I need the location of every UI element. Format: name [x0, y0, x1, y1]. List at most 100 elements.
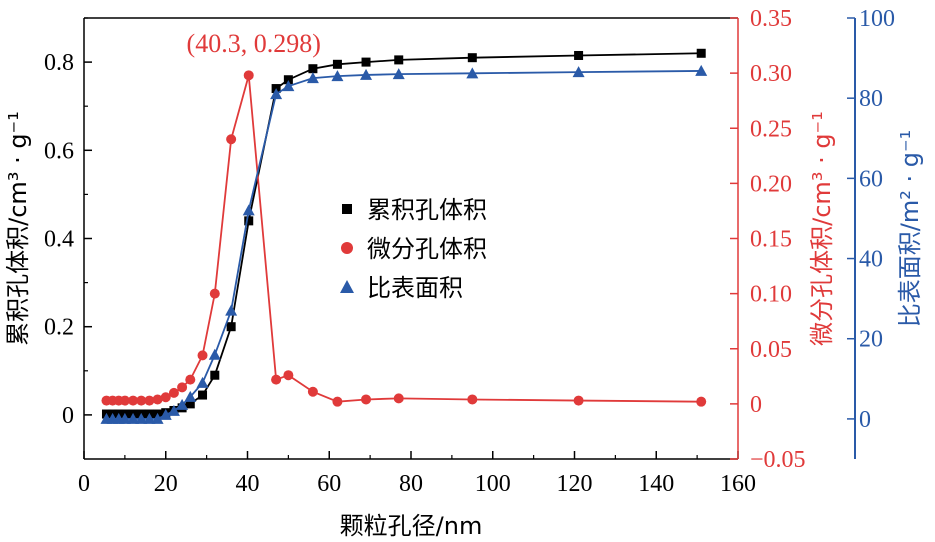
data-point-differential: [332, 396, 343, 407]
data-point-differential: [144, 395, 155, 406]
data-point-differential: [271, 374, 282, 385]
data-point-surface-area: [572, 66, 585, 78]
data-point-differential: [185, 374, 196, 385]
data-point-differential: [168, 387, 179, 398]
data-point-cumulative: [210, 370, 220, 380]
data-point-differential: [119, 395, 130, 406]
data-point-differential: [152, 394, 163, 405]
right-tick-label-surface-area: 60: [859, 166, 883, 192]
data-point-surface-area: [143, 412, 156, 424]
right-axis-differential: −0.05 0 0.05 0.10 0.15 0.20 0.25 0.30 0.35: [730, 6, 806, 473]
legend-marker-surface-area: [340, 280, 354, 293]
data-point-cumulative: [696, 48, 706, 58]
data-point-cumulative: [226, 322, 236, 332]
x-tick-label: 60: [317, 471, 341, 497]
data-point-surface-area: [225, 304, 238, 316]
data-point-surface-area: [242, 204, 255, 216]
data-point-differential: [573, 395, 584, 406]
left-axis-title: 累积孔体积/cm³ · g⁻¹: [4, 111, 32, 346]
data-point-surface-area: [466, 67, 479, 79]
right-tick-label-differential: 0.20: [750, 171, 792, 197]
x-tick-label: 100: [475, 471, 511, 497]
data-point-differential: [136, 395, 147, 406]
legend-marker-differential: [341, 242, 353, 254]
data-point-cumulative: [332, 59, 342, 69]
data-point-cumulative: [574, 50, 584, 60]
data-point-differential: [696, 396, 707, 407]
data-point-surface-area: [208, 348, 221, 360]
data-point-surface-area: [167, 404, 180, 416]
right-tick-label-differential: 0.05: [750, 337, 792, 363]
left-axis: 0 0.2 0.4 0.6 0.8: [44, 17, 92, 459]
data-point-cumulative: [308, 64, 318, 74]
data-point-differential: [283, 370, 294, 381]
data-point-differential: [177, 382, 188, 393]
data-point-cumulative: [198, 390, 208, 400]
data-point-differential: [467, 394, 478, 405]
right-tick-label-surface-area: 40: [859, 247, 883, 273]
data-point-surface-area: [118, 412, 131, 424]
data-point-surface-area: [282, 80, 295, 92]
left-tick-label: 0: [62, 403, 74, 429]
data-point-differential: [361, 394, 372, 405]
right-tick-label-differential: 0.10: [750, 282, 792, 308]
legend-label-cumulative: 累积孔体积: [367, 196, 487, 224]
right-axis-title-surface-area: 比表面积/m² · g⁻¹: [896, 130, 924, 328]
data-point-surface-area: [331, 70, 344, 82]
data-point-surface-area: [151, 412, 164, 424]
right-tick-label-differential: 0.15: [750, 227, 792, 253]
left-tick-label: 0.6: [44, 138, 74, 164]
x-axis-title: 颗粒孔径/nm: [340, 512, 483, 540]
right-axis-title-differential: 微分孔体积/cm³ · g⁻¹: [808, 111, 836, 346]
data-point-cumulative: [185, 399, 195, 409]
data-point-cumulative: [467, 53, 477, 63]
data-point-surface-area: [360, 68, 373, 80]
left-tick-label: 0.8: [44, 50, 74, 76]
data-point-surface-area: [392, 68, 405, 80]
right-tick-label-surface-area: 0: [859, 407, 871, 433]
data-point-surface-area: [184, 390, 197, 402]
data-point-cumulative: [283, 75, 293, 85]
legend-label-surface-area: 比表面积: [367, 274, 463, 302]
data-point-surface-area: [135, 412, 148, 424]
data-point-surface-area: [176, 398, 189, 410]
right-tick-label-differential: 0.30: [750, 61, 792, 87]
data-point-differential: [128, 395, 139, 406]
data-point-cumulative: [244, 216, 254, 226]
legend-label-differential: 微分孔体积: [367, 235, 487, 263]
x-tick-label: 140: [638, 471, 674, 497]
right-axis-surface-area: 0 20 40 60 80 100: [847, 6, 895, 459]
data-point-surface-area: [270, 88, 283, 100]
data-point-surface-area: [196, 376, 209, 388]
data-point-differential: [197, 350, 208, 361]
right-tick-label-surface-area: 20: [859, 327, 883, 353]
data-point-surface-area: [127, 412, 140, 424]
data-point-differential: [226, 134, 237, 145]
x-tick-label: 80: [399, 471, 423, 497]
data-point-surface-area: [159, 408, 172, 420]
peak-annotation: (40.3, 0.298): [187, 29, 321, 58]
legend: 累积孔体积 微分孔体积 比表面积: [340, 196, 487, 302]
left-tick-label: 0.2: [44, 315, 74, 341]
x-tick-label: 160: [720, 471, 756, 497]
legend-marker-cumulative: [342, 204, 352, 214]
right-tick-label-differential: −0.05: [750, 447, 806, 473]
data-point-differential: [393, 393, 404, 404]
data-point-differential: [209, 288, 220, 299]
data-point-differential: [307, 386, 318, 397]
data-point-differential: [243, 70, 254, 81]
x-tick-label: 20: [154, 471, 178, 497]
series-layer: [100, 48, 708, 424]
right-tick-label-surface-area: 80: [859, 86, 883, 112]
data-point-surface-area: [306, 72, 319, 84]
left-tick-label: 0.4: [44, 227, 74, 253]
data-point-surface-area: [695, 64, 708, 76]
right-tick-label-differential: 0.25: [750, 116, 792, 142]
right-tick-label-differential: 0.35: [750, 6, 792, 32]
x-axis: 0 20 40 60 80 100 120 140 160: [78, 451, 756, 497]
x-tick-label: 0: [78, 471, 90, 497]
series-line-cumulative: [106, 52, 702, 415]
data-point-cumulative: [361, 57, 371, 67]
data-point-differential: [160, 392, 171, 403]
